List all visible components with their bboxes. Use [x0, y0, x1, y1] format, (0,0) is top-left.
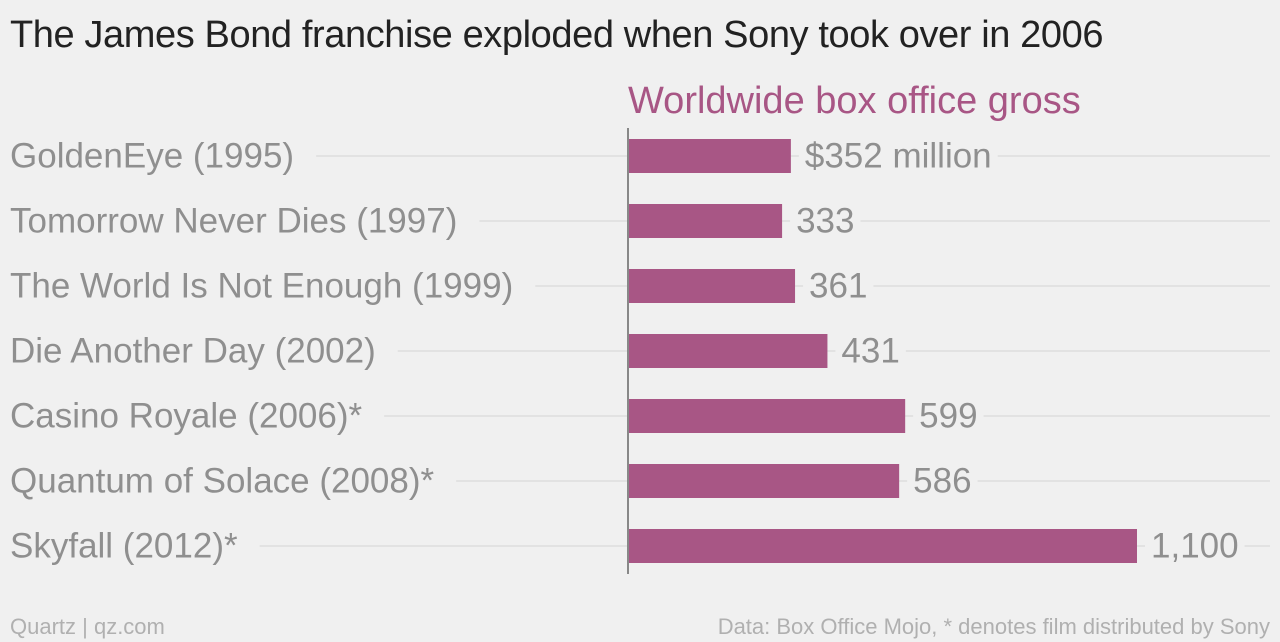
category-label: Skyfall (2012)* [10, 527, 238, 566]
value-label: 333 [796, 202, 854, 241]
category-label-backdrop [4, 477, 441, 485]
value-label: 1,100 [1151, 527, 1239, 566]
value-label-backdrop [790, 217, 861, 225]
category-label-backdrop [4, 347, 382, 355]
chart-title: The James Bond franchise exploded when S… [10, 14, 1104, 56]
bar [628, 204, 783, 238]
value-label-backdrop [1145, 542, 1245, 550]
category-label: GoldenEye (1995) [10, 137, 294, 176]
category-label: Tomorrow Never Dies (1997) [10, 202, 457, 241]
category-label-backdrop [4, 152, 301, 160]
category-label-backdrop [4, 282, 520, 290]
value-label: 586 [913, 462, 971, 501]
bar [628, 139, 791, 173]
category-label: Casino Royale (2006)* [10, 397, 363, 436]
footer-credit: Quartz | qz.com [10, 614, 165, 639]
category-label: Quantum of Solace (2008)* [10, 462, 435, 501]
value-label: $352 million [805, 137, 992, 176]
bar [628, 334, 828, 368]
series-label: Worldwide box office gross [628, 80, 1081, 122]
value-label-backdrop [798, 152, 998, 160]
value-label: 431 [841, 332, 899, 371]
category-label: Die Another Day (2002) [10, 332, 376, 371]
category-label-backdrop [4, 217, 464, 225]
bar [628, 529, 1137, 563]
bar [628, 464, 900, 498]
footer-source: Data: Box Office Mojo, * denotes film di… [717, 614, 1270, 639]
category-label: The World Is Not Enough (1999) [10, 267, 513, 306]
bar [628, 269, 796, 303]
category-label-backdrop [4, 412, 369, 420]
value-label: 361 [809, 267, 867, 306]
value-label-backdrop [835, 347, 906, 355]
value-label-backdrop [803, 282, 874, 290]
value-label-backdrop [907, 477, 978, 485]
category-label-backdrop [4, 542, 244, 550]
value-label: 599 [919, 397, 977, 436]
value-label-backdrop [913, 412, 984, 420]
bar [628, 399, 906, 433]
